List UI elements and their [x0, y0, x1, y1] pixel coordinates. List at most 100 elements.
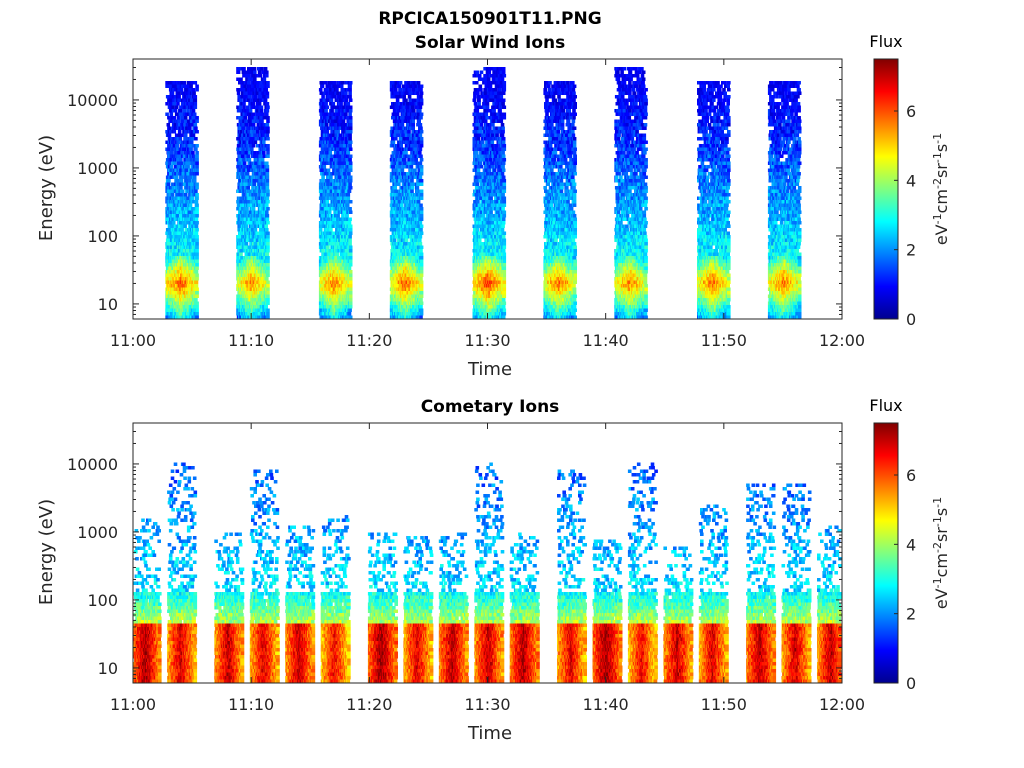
flux-cell: [195, 154, 199, 158]
flux-cell: [329, 98, 334, 102]
flux-cell: [242, 193, 246, 197]
flux-cell: [169, 245, 174, 249]
flux-cell: [246, 186, 250, 190]
flux-cell: [193, 95, 198, 99]
flux-cell: [169, 175, 174, 179]
flux-cell: [184, 168, 189, 172]
flux-cell: [175, 214, 180, 218]
flux-cell: [266, 105, 270, 109]
flux-cell: [253, 133, 258, 137]
flux-cell: [183, 140, 188, 144]
flux-cell: [236, 137, 240, 141]
flux-cell: [259, 105, 264, 109]
flux-cell: [174, 238, 179, 242]
flux-cell: [176, 158, 180, 162]
flux-cell: [180, 151, 184, 155]
flux-cell: [166, 123, 171, 127]
flux-cell: [325, 98, 330, 102]
flux-cell: [172, 102, 177, 106]
flux-cell: [325, 105, 330, 109]
flux-cell: [180, 228, 184, 232]
flux-cell: [182, 182, 187, 186]
flux-cell: [180, 193, 184, 197]
flux-cell: [266, 231, 270, 235]
flux-cell: [191, 133, 196, 137]
flux-cell: [189, 147, 193, 151]
flux-cell: [185, 186, 189, 190]
flux-cell: [195, 221, 199, 225]
flux-cell: [167, 228, 172, 232]
flux-cell: [173, 242, 178, 246]
flux-cell: [183, 105, 187, 109]
flux-cell: [183, 224, 187, 228]
flux-cell: [265, 179, 270, 183]
flux-cell: [237, 95, 241, 99]
flux-cell: [192, 228, 197, 232]
flux-cell: [326, 168, 331, 172]
flux-cell: [237, 116, 241, 120]
flux-cell: [195, 186, 199, 190]
flux-cell: [176, 116, 181, 120]
flux-cell: [238, 235, 243, 239]
flux-cell: [265, 102, 270, 106]
flux-cell: [265, 70, 269, 74]
flux-cell: [264, 88, 268, 92]
flux-cell: [186, 175, 191, 179]
flux-cell: [171, 221, 176, 225]
flux-cell: [253, 95, 258, 99]
flux-cell: [266, 126, 270, 130]
flux-cell: [170, 224, 174, 228]
flux-cell: [191, 137, 195, 141]
flux-cell: [239, 88, 244, 92]
flux-cell: [183, 217, 188, 221]
flux-cell: [321, 175, 325, 179]
flux-cell: [266, 119, 270, 123]
flux-cell: [193, 102, 198, 106]
flux-cell: [195, 259, 199, 263]
flux-cell: [193, 123, 198, 127]
flux-cell: [324, 109, 328, 113]
flux-cell: [174, 228, 178, 232]
flux-cell: [165, 81, 169, 85]
flux-cell: [195, 168, 199, 172]
flux-cell: [266, 238, 270, 242]
flux-cell: [169, 154, 174, 158]
flux-cell: [335, 252, 340, 256]
flux-cell: [186, 165, 190, 169]
flux-cell: [190, 81, 195, 85]
flux-cell: [266, 284, 270, 288]
flux-cell: [239, 203, 244, 207]
flux-cell: [322, 165, 327, 169]
flux-cell: [182, 249, 187, 253]
flux-cell: [167, 144, 171, 148]
flux-cell: [266, 130, 270, 134]
flux-cell: [179, 196, 184, 200]
flux-cell: [194, 189, 198, 193]
flux-cell: [195, 210, 199, 214]
flux-cell: [194, 126, 198, 130]
flux-cell: [260, 112, 265, 116]
flux-cell: [177, 119, 181, 123]
flux-cell: [195, 144, 199, 148]
flux-cell: [190, 217, 195, 221]
flux-cell: [266, 84, 270, 88]
flux-cell: [331, 242, 336, 246]
flux-cell: [180, 140, 185, 144]
flux-cell: [195, 266, 199, 270]
flux-cell: [168, 84, 172, 88]
flux-cell: [242, 161, 247, 165]
flux-cell: [190, 161, 195, 165]
flux-cell: [265, 203, 269, 207]
flux-cell: [239, 119, 243, 123]
flux-cell: [192, 116, 196, 120]
flux-cell: [265, 165, 270, 169]
flux-cell: [176, 84, 181, 88]
flux-cell: [265, 196, 270, 200]
flux-cell: [266, 256, 270, 260]
flux-cell: [191, 151, 195, 155]
flux-cell: [170, 242, 175, 246]
flux-cell: [181, 126, 186, 130]
flux-cell: [183, 123, 187, 127]
flux-cell: [177, 130, 182, 134]
